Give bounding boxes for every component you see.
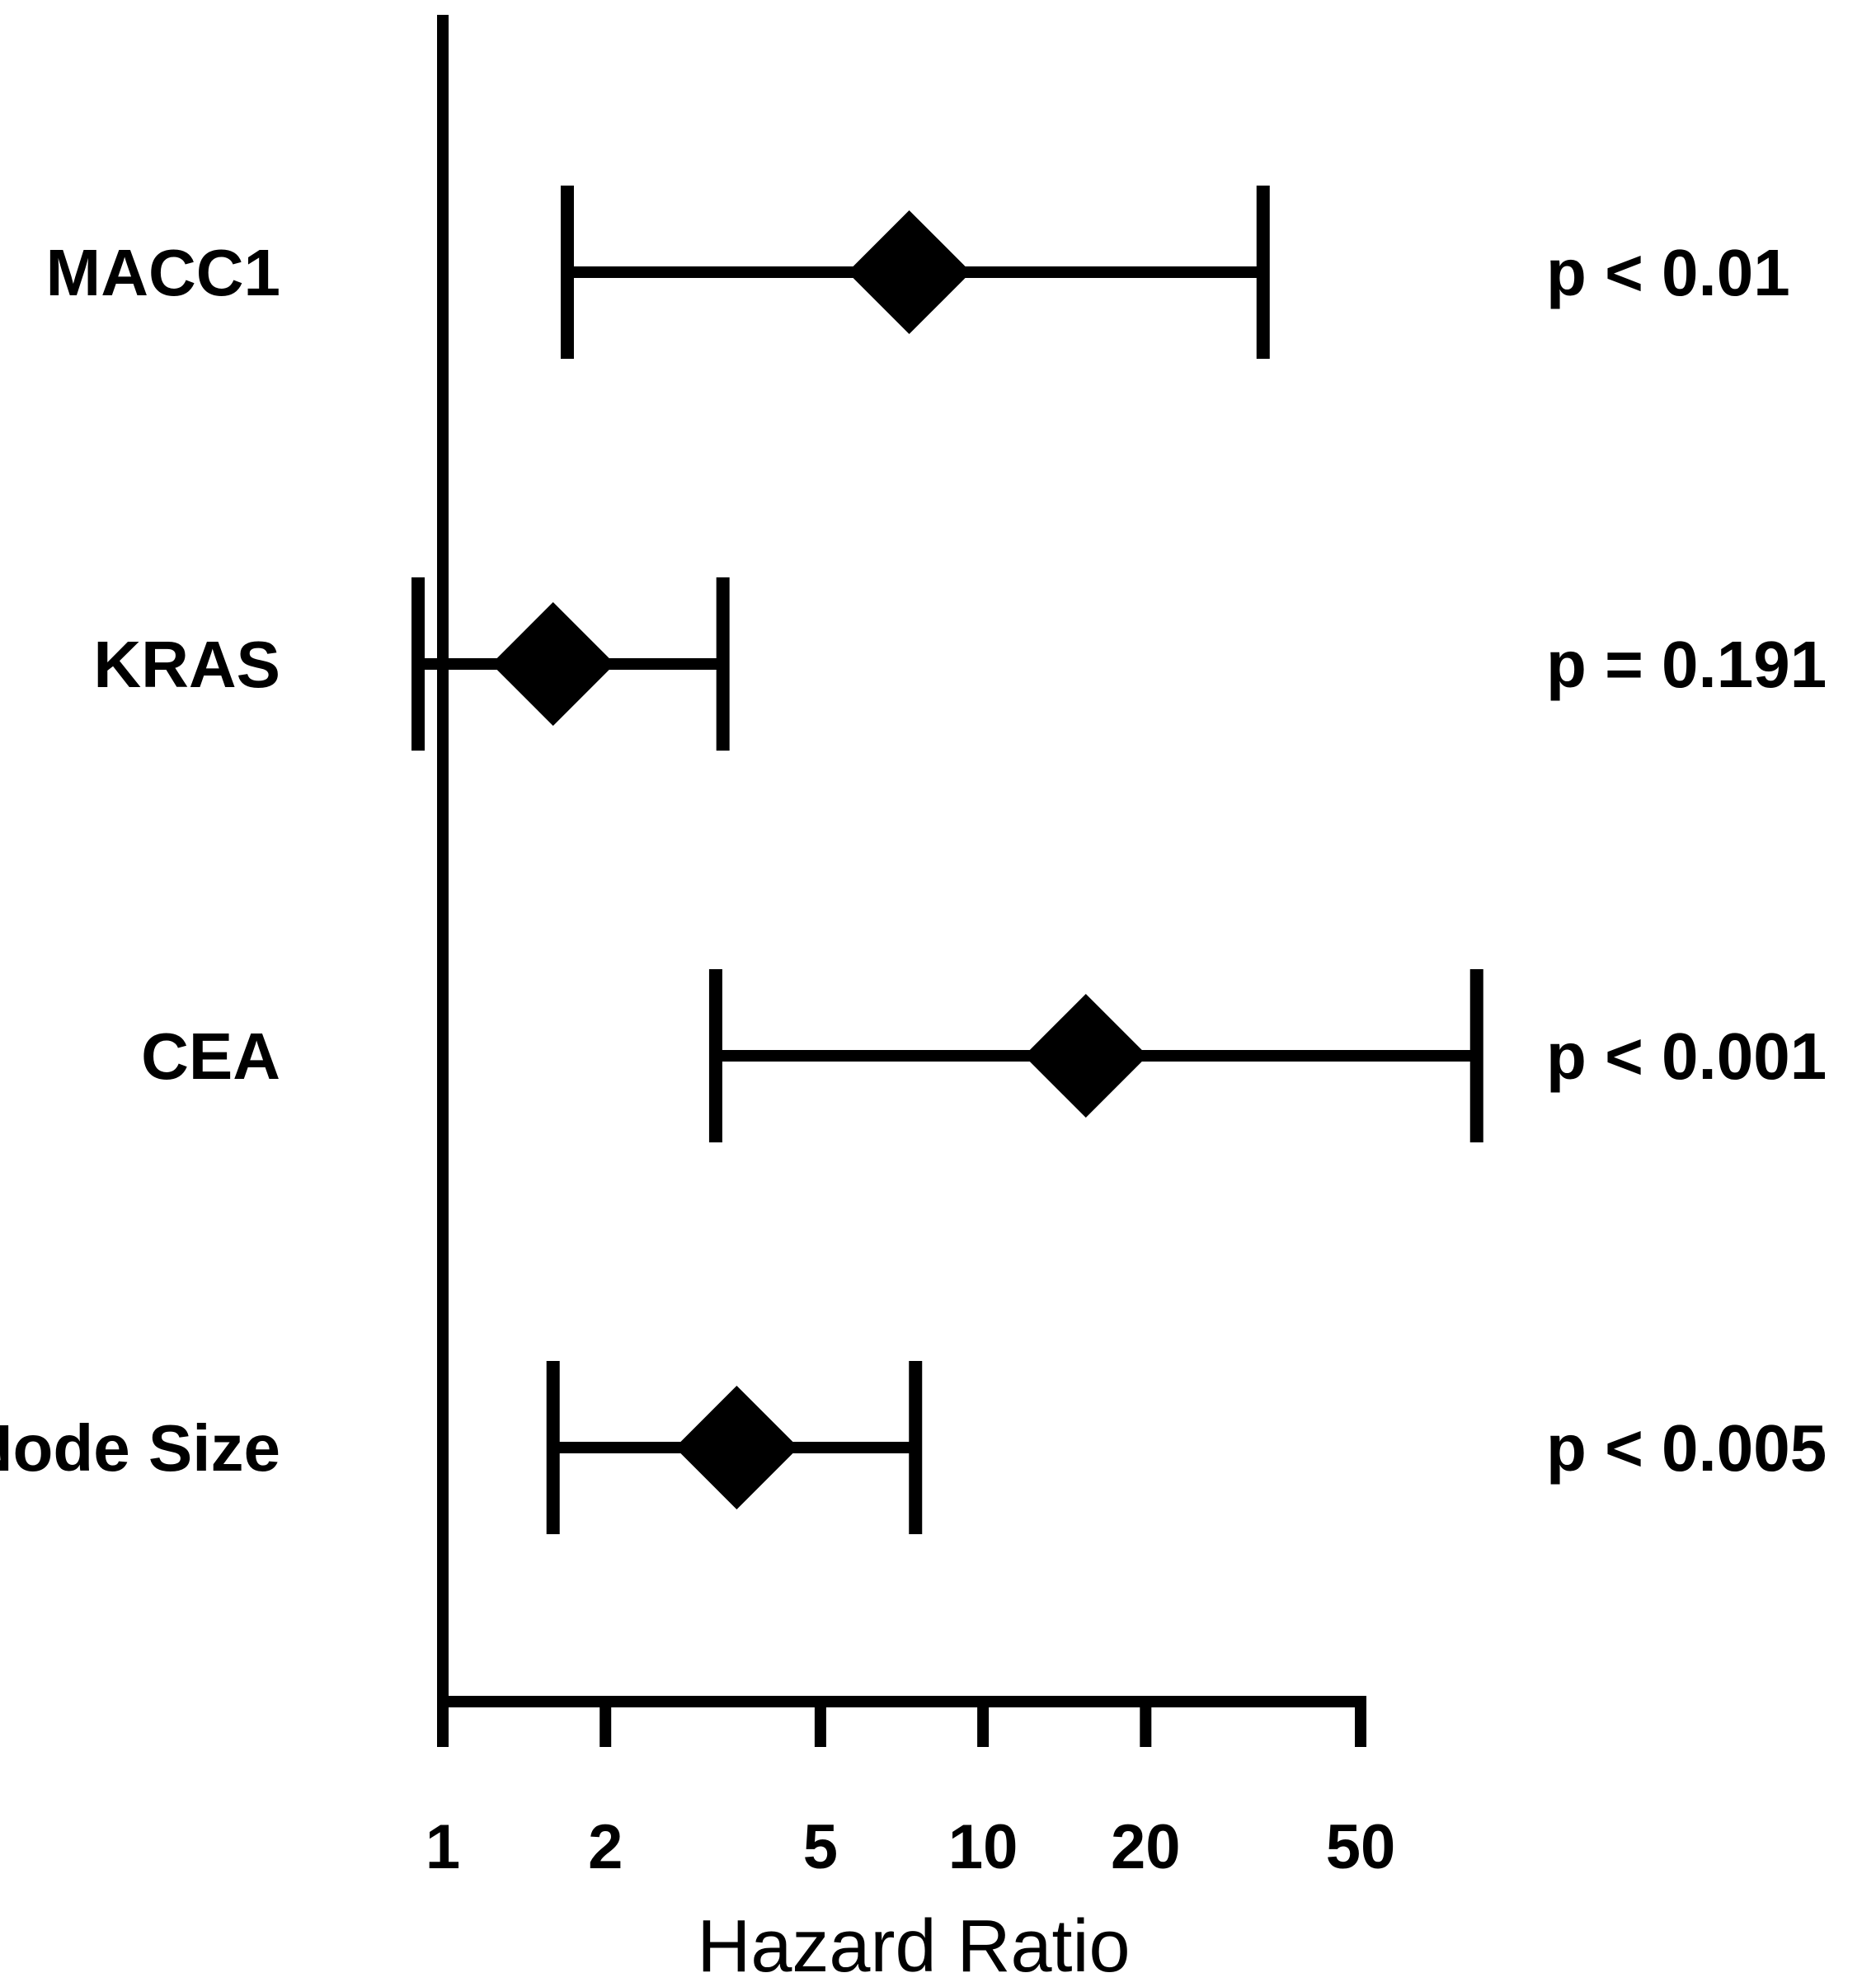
hazard-ratio-diamond <box>847 210 971 334</box>
x-tick-label: 10 <box>948 1812 1018 1882</box>
hazard-ratio-diamond <box>675 1386 799 1509</box>
p-value-label: p < 0.01 <box>1546 236 1790 309</box>
p-value-label: p < 0.001 <box>1546 1019 1827 1093</box>
row-label: KRAS <box>93 628 280 701</box>
hazard-ratio-diamond <box>1023 994 1148 1118</box>
hazard-ratio-diamond <box>491 602 615 726</box>
plot-marks: 1 2 5 10 20 50 MACC1 p < 0.01 KRAS p = 0.191 CEA p … <box>0 15 1827 1882</box>
row-label: CEA <box>141 1019 280 1093</box>
x-tick-label: 1 <box>426 1812 460 1882</box>
row-label: MACC1 <box>46 236 280 309</box>
x-axis-title: Hazard Ratio <box>697 1905 1130 1987</box>
x-tick-label: 50 <box>1326 1812 1396 1882</box>
x-tick-label: 5 <box>803 1812 838 1882</box>
x-tick-label: 20 <box>1111 1812 1181 1882</box>
p-value-label: p < 0.005 <box>1546 1411 1827 1485</box>
x-tick-label: 2 <box>588 1812 623 1882</box>
row-label: Node Size <box>0 1411 280 1485</box>
p-value-label: p = 0.191 <box>1546 628 1827 701</box>
